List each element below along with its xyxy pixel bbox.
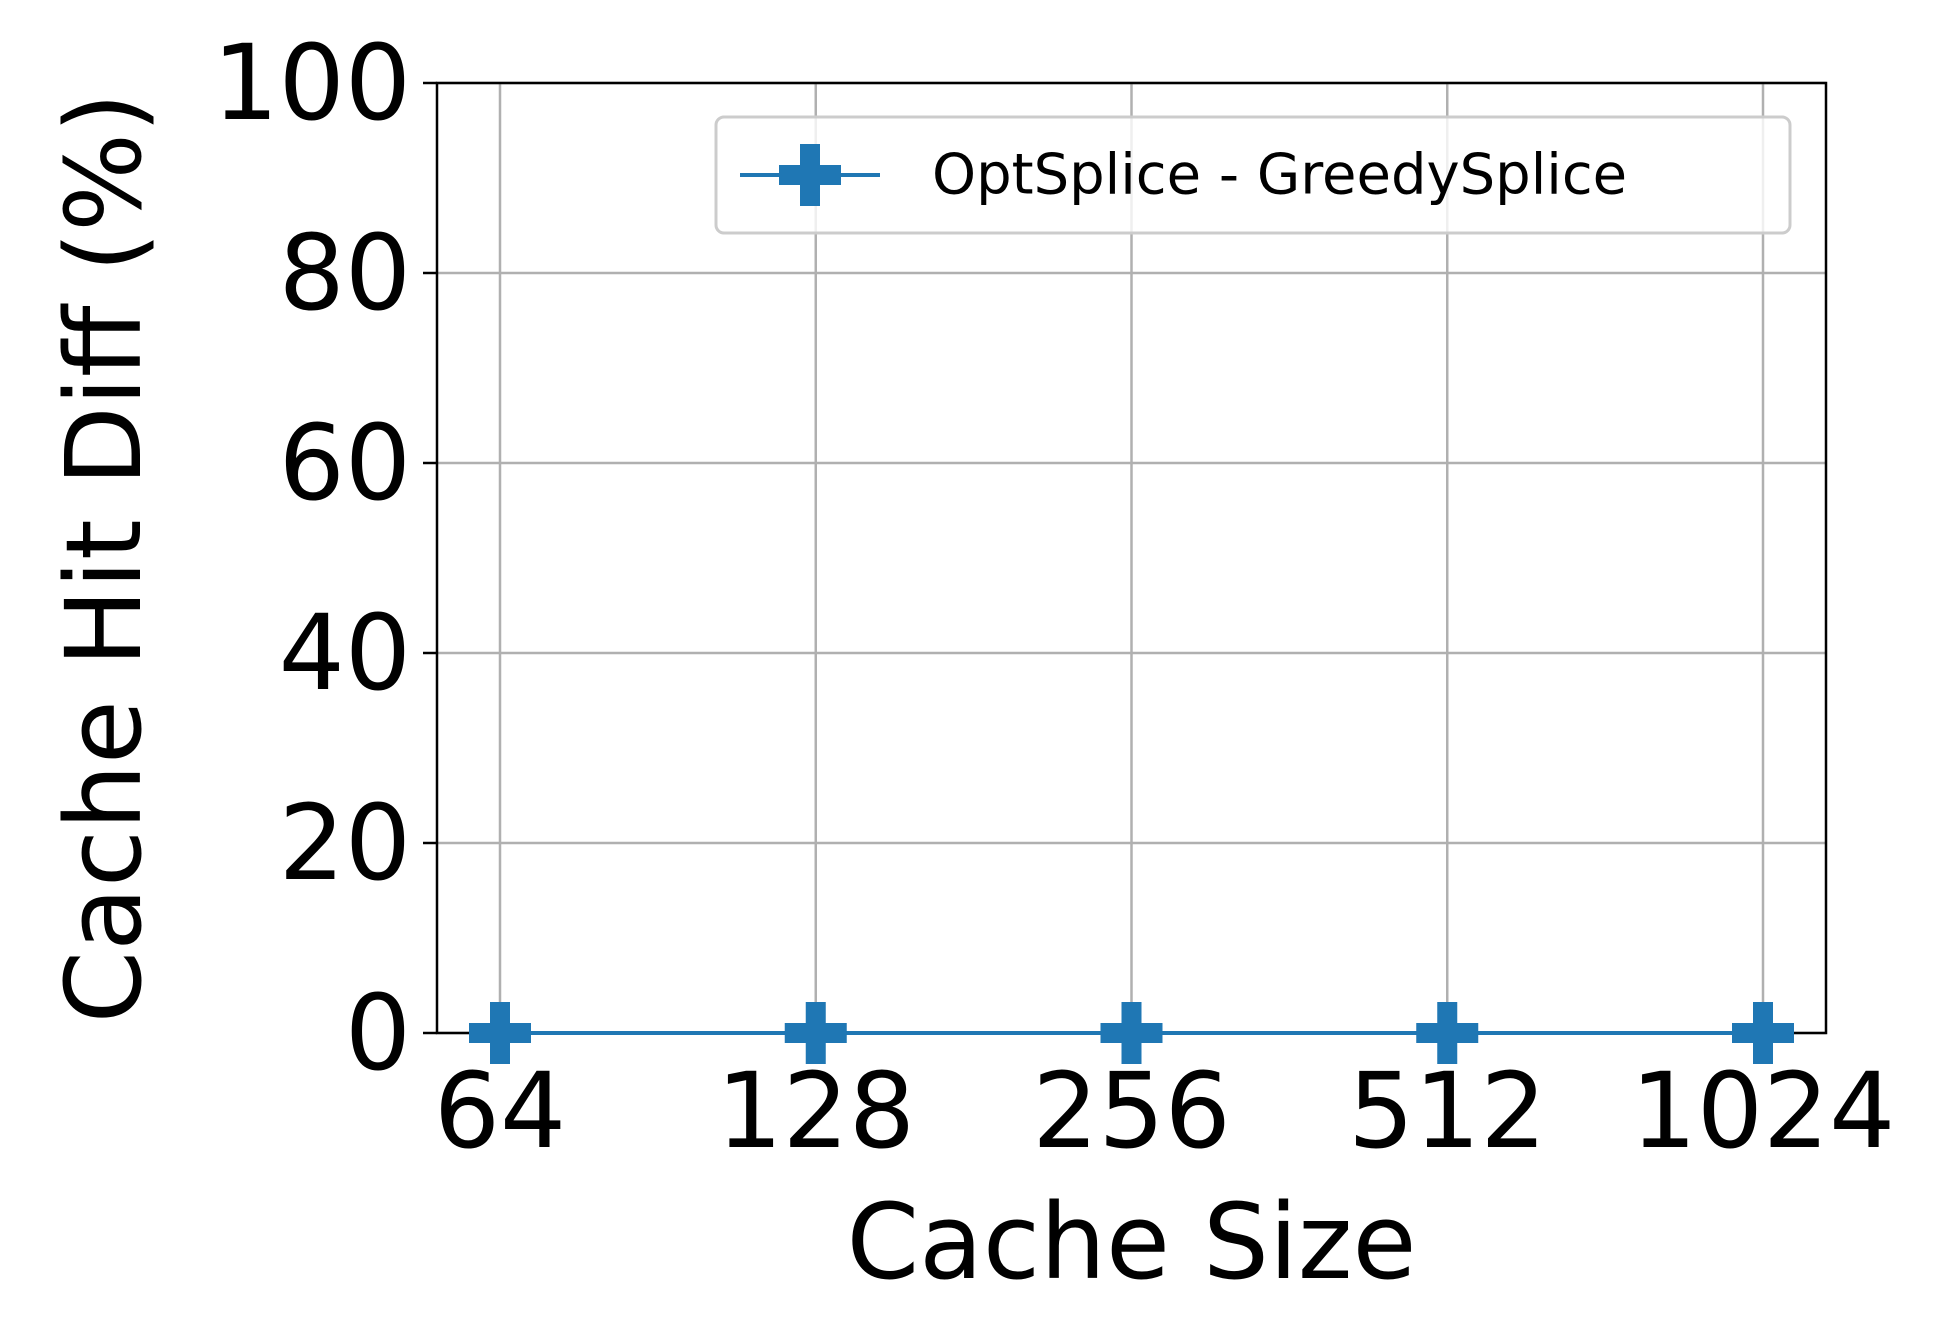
legend-plus-marker-icon (779, 144, 841, 206)
data-point-marker (1100, 1002, 1163, 1064)
data-point-marker (1416, 1002, 1479, 1064)
data-point-marker (1732, 1002, 1794, 1064)
data-point-marker (469, 1002, 531, 1064)
y-tick-label: 80 (279, 212, 411, 334)
legend-box (714, 115, 1792, 235)
x-tick-label: 512 (1348, 1050, 1547, 1172)
series-group (469, 1002, 1794, 1064)
y-tick-label: 0 (345, 972, 411, 1094)
y-tick-label: 100 (212, 22, 411, 144)
y-tick-label: 40 (279, 592, 411, 714)
y-tick-label: 60 (279, 402, 411, 524)
x-tick-label: 256 (1032, 1050, 1231, 1172)
y-axis-label: Cache Hit Diff (%) (43, 92, 165, 1023)
x-axis-ticks: 64 128 256 512 1024 (434, 1033, 1896, 1172)
x-tick-label: 64 (434, 1050, 566, 1172)
y-tick-label: 20 (279, 782, 411, 904)
data-point-marker (784, 1002, 847, 1064)
legend: OptSplice - GreedySplice (714, 115, 1792, 235)
x-axis-label: Cache Size (847, 1181, 1417, 1303)
legend-entry-label: OptSplice - GreedySplice (932, 143, 1627, 208)
y-axis-ticks: 0 20 40 60 80 100 (212, 22, 437, 1094)
x-tick-label: 1024 (1631, 1050, 1896, 1172)
x-tick-label: 128 (716, 1050, 915, 1172)
